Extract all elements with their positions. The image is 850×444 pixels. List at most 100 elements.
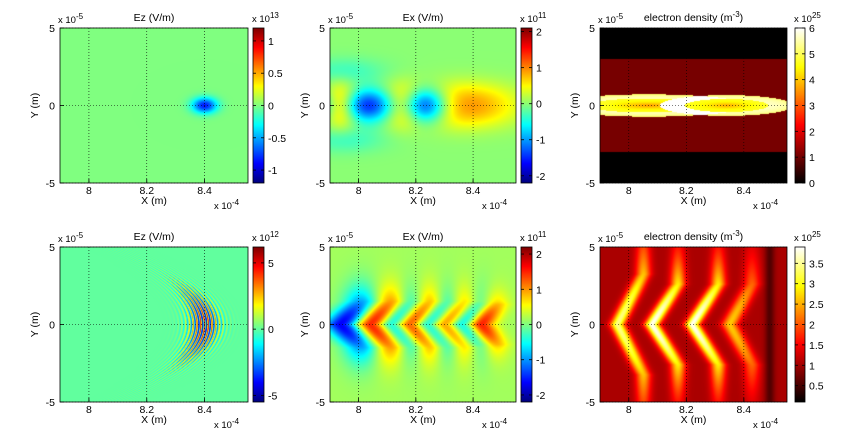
colorbar-gradient xyxy=(795,28,805,183)
x-axis-exponent-base: x 10 xyxy=(214,420,232,431)
colorbar-gradient xyxy=(795,247,805,402)
colorbar-exponent-base: x 10 xyxy=(252,233,270,244)
y-tick-label: 0 xyxy=(589,320,595,332)
colorbar-tick-label: 5 xyxy=(809,49,815,61)
chart-title-text: Ez (V/m) xyxy=(134,12,175,24)
x-axis-label: X (m) xyxy=(410,414,436,426)
y-axis-exponent-power: -5 xyxy=(346,231,354,240)
colorbar: 1 0.5 0 -0.5 -1 x 1013 xyxy=(252,11,286,184)
y-axis-exponent-base: x 10 xyxy=(598,234,616,245)
colorbar-exponent: x 1025 xyxy=(794,11,821,25)
colorbar-gradient xyxy=(253,247,264,402)
chart-title-text: Ez (V/m) xyxy=(134,231,175,243)
colorbar-gradient xyxy=(253,28,264,183)
chart-title-text: Ex (V/m) xyxy=(403,12,444,24)
chart-title: electron density (m-3) xyxy=(644,10,743,24)
y-tick-label: 5 xyxy=(319,23,325,35)
colorbar: 2 1 0 -1 -2 x 1011 xyxy=(520,11,547,184)
y-tick-label: -5 xyxy=(46,178,55,190)
colorbar-tick-label: 0 xyxy=(268,324,274,336)
colorbar-exponent-power: 11 xyxy=(538,11,547,20)
y-tick-label: -5 xyxy=(586,397,595,409)
x-tick-label: 8.4 xyxy=(737,404,752,416)
chart-title: electron density (m-3) xyxy=(644,229,743,243)
y-axis-exponent-power: -5 xyxy=(616,231,624,240)
x-tick-label: 8.4 xyxy=(466,404,481,416)
colorbar-tick-label: 0 xyxy=(268,101,274,113)
colorbar-tick-label: 1 xyxy=(536,284,542,296)
x-axis-exponent-power: -4 xyxy=(771,198,779,207)
y-axis-label: Y (m) xyxy=(569,93,581,118)
x-axis-exponent-power: -4 xyxy=(232,417,240,426)
x-tick-label: 8 xyxy=(626,185,632,197)
subplot-5: 8 8.2 8.450-5X (m)Y (m)x 10-4x 10-5 Ex (V/m… xyxy=(299,230,547,431)
colorbar-tick-label: 6 xyxy=(809,23,815,35)
colorbar-exponent-base: x 10 xyxy=(252,14,270,25)
colorbar-exponent: x 1012 xyxy=(252,230,279,244)
y-tick-label: 5 xyxy=(589,242,595,254)
colorbar-exponent: x 1025 xyxy=(794,230,821,244)
x-tick-label: 8.4 xyxy=(466,185,481,197)
y-tick-label: 5 xyxy=(319,242,325,254)
x-axis-exponent-power: -4 xyxy=(771,417,779,426)
x-axis-exponent-power: -4 xyxy=(500,198,508,207)
colorbar-exponent: x 1011 xyxy=(520,11,547,25)
chart-title-text: electron density (m xyxy=(644,12,733,24)
x-axis-exponent: x 10-4 xyxy=(214,198,240,212)
x-axis-exponent: x 10-4 xyxy=(753,417,779,431)
colorbar-tick-label: -0.5 xyxy=(268,133,286,145)
y-tick-label: 0 xyxy=(589,101,595,113)
y-axis-label: Y (m) xyxy=(299,93,311,118)
colorbar-exponent-base: x 10 xyxy=(520,233,538,244)
y-axis-exponent-power: -5 xyxy=(616,12,624,21)
colorbar-tick-label: 0 xyxy=(536,320,542,332)
x-tick-label: 8.2 xyxy=(139,185,154,197)
colorbar-exponent-base: x 10 xyxy=(794,14,812,25)
y-axis-exponent-base: x 10 xyxy=(328,234,346,245)
colorbar-tick-label: 2 xyxy=(809,320,815,332)
x-axis-label: X (m) xyxy=(141,195,167,207)
y-axis-exponent: x 10-5 xyxy=(598,231,624,245)
y-tick-label: 0 xyxy=(49,101,55,113)
x-tick-label: 8 xyxy=(86,185,92,197)
chart-title-suffix: ) xyxy=(740,12,744,24)
y-tick-label: -5 xyxy=(316,397,325,409)
x-axis-exponent-power: -4 xyxy=(232,198,240,207)
colorbar-tick-label: 4 xyxy=(809,75,815,87)
chart-title: Ex (V/m) xyxy=(403,12,444,24)
y-tick-label: 5 xyxy=(49,23,55,35)
y-tick-label: 5 xyxy=(49,242,55,254)
x-axis-exponent-base: x 10 xyxy=(214,201,232,212)
y-tick-label: 0 xyxy=(319,101,325,113)
x-axis-exponent-base: x 10 xyxy=(482,201,500,212)
colorbar-tick-label: 0.5 xyxy=(268,68,283,80)
colorbar-tick-label: 1 xyxy=(809,152,815,164)
x-tick-label: 8.2 xyxy=(679,185,694,197)
colorbar-tick-label: 2.5 xyxy=(809,299,824,311)
x-tick-label: 8.4 xyxy=(737,185,752,197)
y-axis-exponent: x 10-5 xyxy=(328,12,354,26)
y-tick-label: -5 xyxy=(46,397,55,409)
chart-title-text: electron density (m xyxy=(644,231,733,243)
y-axis-label: Y (m) xyxy=(29,312,41,337)
x-axis-exponent: x 10-4 xyxy=(482,417,508,431)
x-axis-exponent-base: x 10 xyxy=(753,420,771,431)
colorbar: 2 1 0 -1 -2 x 1011 xyxy=(520,230,547,403)
x-axis-exponent-power: -4 xyxy=(500,417,508,426)
colorbar-tick-label: 2 xyxy=(536,27,542,39)
chart-title-suffix: ) xyxy=(740,231,744,243)
y-tick-label: -5 xyxy=(316,178,325,190)
subplot-2: 8 8.2 8.450-5X (m)Y (m)x 10-4x 10-5 Ex (V/m… xyxy=(299,11,547,212)
colorbar-tick-label: -1 xyxy=(268,165,277,177)
y-tick-label: -5 xyxy=(586,178,595,190)
y-axis-exponent: x 10-5 xyxy=(58,231,84,245)
y-tick-label: 0 xyxy=(319,320,325,332)
colorbar: 3.5 3 2.5 2 1.5 1 0.5 x 1025 xyxy=(794,230,824,403)
x-axis-label: X (m) xyxy=(410,195,436,207)
x-tick-label: 8.2 xyxy=(679,404,694,416)
colorbar-tick-label: 1 xyxy=(268,36,274,48)
subplot-3: 8 8.2 8.450-5X (m)Y (m)x 10-4x 10-5 electro… xyxy=(569,10,821,212)
x-axis-exponent: x 10-4 xyxy=(214,417,240,431)
y-axis-exponent: x 10-5 xyxy=(598,12,624,26)
